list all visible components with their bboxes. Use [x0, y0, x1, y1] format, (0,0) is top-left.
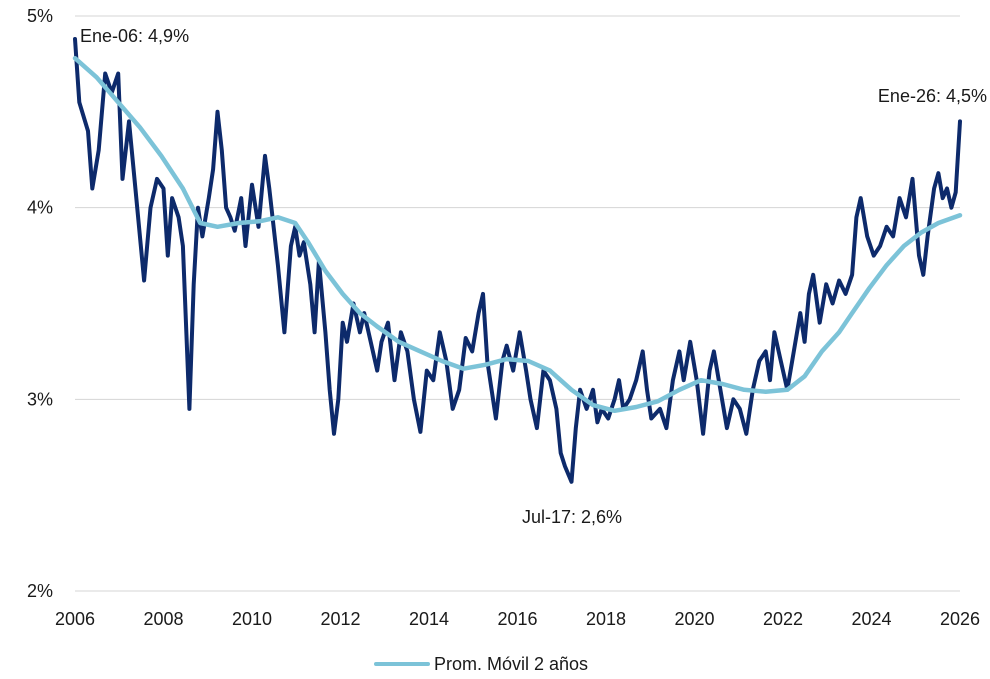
legend: Prom. Móvil 2 años	[374, 654, 588, 674]
annotation-end: Ene-26: 4,5%	[878, 86, 987, 106]
x-tick-label: 2012	[320, 609, 360, 629]
y-tick-label: 4%	[27, 198, 53, 218]
x-tick-label: 2006	[55, 609, 95, 629]
x-tick-label: 2016	[497, 609, 537, 629]
series-line-monthly	[73, 37, 962, 484]
legend-label-moving-average: Prom. Móvil 2 años	[434, 654, 588, 674]
x-tick-label: 2022	[763, 609, 803, 629]
x-tick-label: 2014	[409, 609, 449, 629]
gridlines	[75, 15, 960, 592]
annotation-start: Ene-06: 4,9%	[80, 26, 189, 46]
x-tick-label: 2020	[674, 609, 714, 629]
series-line-moving-average	[72, 55, 963, 414]
x-tick-label: 2026	[940, 609, 980, 629]
annotations: Ene-06: 4,9% Jul-17: 2,6% Ene-26: 4,5%	[80, 26, 987, 527]
x-tick-label: 2018	[586, 609, 626, 629]
y-tick-label: 3%	[27, 389, 53, 409]
y-axis-tick-labels: 2% 3% 4% 5%	[27, 6, 53, 601]
x-tick-label: 2024	[851, 609, 891, 629]
series-lines	[72, 37, 963, 484]
y-tick-label: 2%	[27, 581, 53, 601]
y-tick-label: 5%	[27, 6, 53, 26]
annotation-min: Jul-17: 2,6%	[522, 507, 622, 527]
x-tick-label: 2008	[143, 609, 183, 629]
x-tick-label: 2010	[232, 609, 272, 629]
x-axis-tick-labels: 2006 2008 2010 2012 2014 2016 2018 2020 2022 2024…	[55, 609, 980, 629]
